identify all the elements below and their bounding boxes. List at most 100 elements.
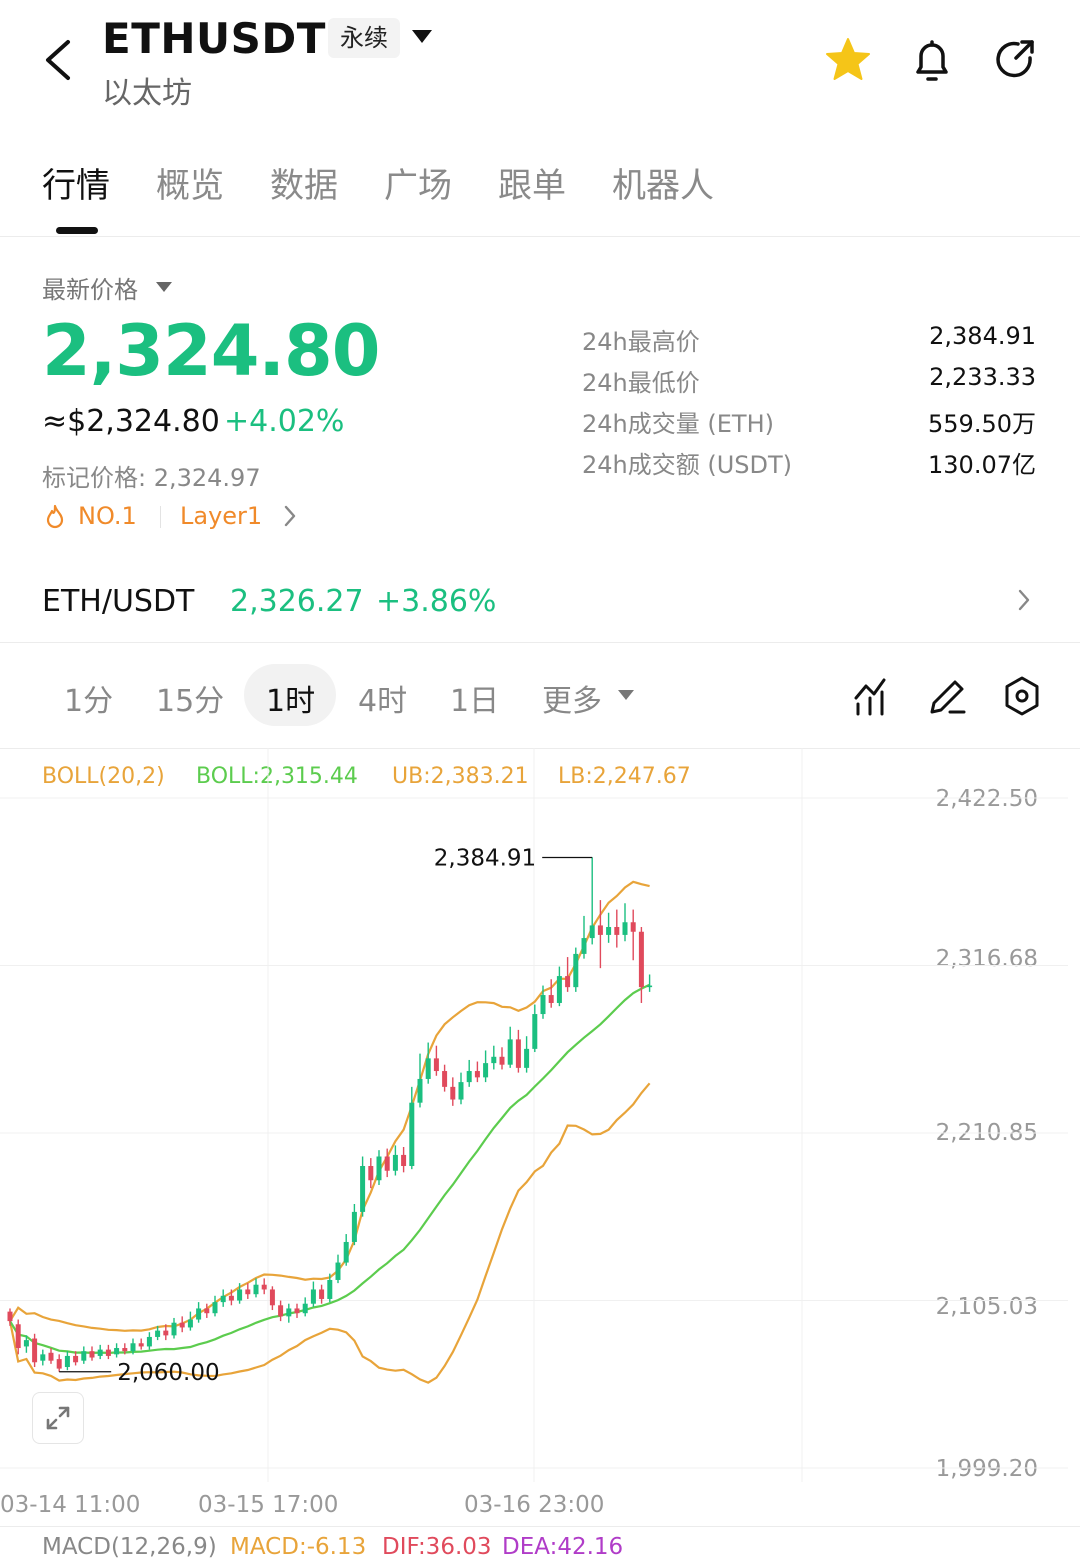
timeframe-more[interactable]: 更多 <box>542 684 602 719</box>
candle-body <box>327 1279 333 1299</box>
candle-body <box>343 1241 349 1263</box>
caret-down-icon[interactable] <box>156 282 172 292</box>
divider <box>0 748 1080 749</box>
chevron-right-icon[interactable] <box>282 504 298 528</box>
tab-copy-trading[interactable]: 跟单 <box>498 166 566 206</box>
high-price-label: 2,384.91 <box>434 845 536 871</box>
main-tabs: 行情 概览 数据 广场 跟单 机器人 <box>0 158 1080 236</box>
boll-lower-value: LB:2,247.67 <box>558 764 691 789</box>
stat-value-turnover: 130.07亿 <box>928 451 1036 479</box>
stat-value-high: 2,384.91 <box>929 322 1036 350</box>
timeframe-1d[interactable]: 1日 <box>450 684 500 719</box>
candle-body <box>589 925 595 939</box>
active-timeframe-pill <box>244 664 336 726</box>
y-tick-label: 2,316.68 <box>935 946 1038 972</box>
mark-price: 标记价格: 2,324.97 <box>42 464 261 492</box>
candle-body <box>401 1154 407 1167</box>
candle-body <box>23 1340 29 1347</box>
candle-body <box>384 1156 390 1171</box>
tab-overview[interactable]: 概览 <box>156 166 224 206</box>
candle-body <box>499 1056 505 1065</box>
candle-body <box>319 1289 325 1299</box>
candle-body <box>351 1211 357 1242</box>
draw-pencil-icon[interactable] <box>924 672 972 720</box>
candle-body <box>228 1295 234 1301</box>
candle-body <box>474 1071 480 1078</box>
asset-subtitle: 以太坊 <box>102 76 192 111</box>
candle-body <box>105 1349 111 1356</box>
sector-tag[interactable]: Layer1 <box>180 502 263 530</box>
fullscreen-button[interactable] <box>32 1392 84 1444</box>
timeframe-1m[interactable]: 1分 <box>64 684 114 719</box>
chevron-down-icon[interactable] <box>412 30 432 43</box>
candle-body <box>581 938 587 954</box>
share-icon[interactable] <box>992 36 1040 84</box>
candle-body <box>237 1289 243 1301</box>
candle-body <box>450 1086 456 1100</box>
star-icon[interactable] <box>824 36 872 84</box>
bell-icon[interactable] <box>908 36 956 84</box>
stat-value-volume: 559.50万 <box>928 410 1036 438</box>
tab-data[interactable]: 数据 <box>270 166 338 206</box>
candle-body <box>48 1352 54 1361</box>
tab-bots[interactable]: 机器人 <box>612 166 714 206</box>
candle-body <box>647 985 653 988</box>
candle-body <box>187 1319 193 1328</box>
timeframe-4h[interactable]: 4时 <box>358 684 408 719</box>
stat-label-high: 24h最高价 <box>582 328 700 356</box>
symbol-title: ETHUSDT <box>102 14 326 63</box>
candle-body <box>204 1308 210 1314</box>
spot-pair-name: ETH/USDT <box>42 584 195 619</box>
tab-market[interactable]: 行情 <box>42 166 110 206</box>
usd-price: ≈$2,324.80 <box>42 404 220 439</box>
candle-body <box>409 1102 415 1167</box>
candle-body <box>138 1343 144 1347</box>
candle-body <box>630 922 636 932</box>
candle-body <box>32 1338 38 1363</box>
candle-body <box>261 1284 267 1290</box>
settings-hexagon-icon[interactable] <box>998 672 1046 720</box>
timeframe-1h[interactable]: 1时 <box>266 684 316 719</box>
candle-body <box>212 1302 218 1314</box>
spot-pair-price: 2,326.27 <box>230 584 364 619</box>
caret-down-icon[interactable] <box>618 690 634 700</box>
candle-body <box>81 1351 87 1361</box>
timeframe-15m[interactable]: 15分 <box>156 684 225 719</box>
candle-body <box>286 1308 292 1317</box>
candle-body <box>310 1289 316 1304</box>
divider <box>0 1526 1080 1527</box>
last-price: 2,324.80 <box>42 310 380 392</box>
candle-body <box>392 1154 398 1171</box>
candle-body <box>442 1071 448 1087</box>
back-arrow-icon[interactable] <box>40 36 80 84</box>
x-tick-label: 03-16 23:00 <box>464 1492 605 1518</box>
candle-body <box>360 1166 366 1212</box>
candle-body <box>433 1058 439 1072</box>
candle-body <box>614 926 620 935</box>
candle-body <box>466 1071 472 1083</box>
divider <box>0 642 1080 643</box>
latest-price-label[interactable]: 最新价格 <box>42 276 138 304</box>
candle-body <box>302 1303 308 1314</box>
tab-square[interactable]: 广场 <box>384 166 452 206</box>
candle-body <box>114 1348 120 1355</box>
rank-badge[interactable]: NO.1 <box>78 502 137 530</box>
candlestick-chart[interactable]: 2,384.91 2,060.00 <box>0 748 1080 1482</box>
candle-body <box>56 1359 62 1369</box>
candle-body <box>573 953 579 988</box>
candle-body <box>220 1295 226 1303</box>
candle-body <box>524 1048 530 1068</box>
candle-body <box>565 976 571 988</box>
indicator-icon[interactable] <box>850 672 898 720</box>
macd-indicator-name: MACD(12,26,9) <box>42 1534 217 1560</box>
candle-body <box>278 1305 284 1317</box>
y-tick-label: 2,422.50 <box>935 786 1038 812</box>
chevron-right-icon[interactable] <box>1016 588 1032 612</box>
contract-type-selector[interactable]: 永续 <box>328 18 400 58</box>
x-tick-label: 03-14 11:00 <box>0 1492 141 1518</box>
candle-body <box>507 1039 513 1065</box>
candle-body <box>548 995 554 1003</box>
stat-value-low: 2,233.33 <box>929 363 1036 391</box>
boll-upper-value: UB:2,383.21 <box>392 764 529 789</box>
candle-body <box>532 1014 538 1049</box>
